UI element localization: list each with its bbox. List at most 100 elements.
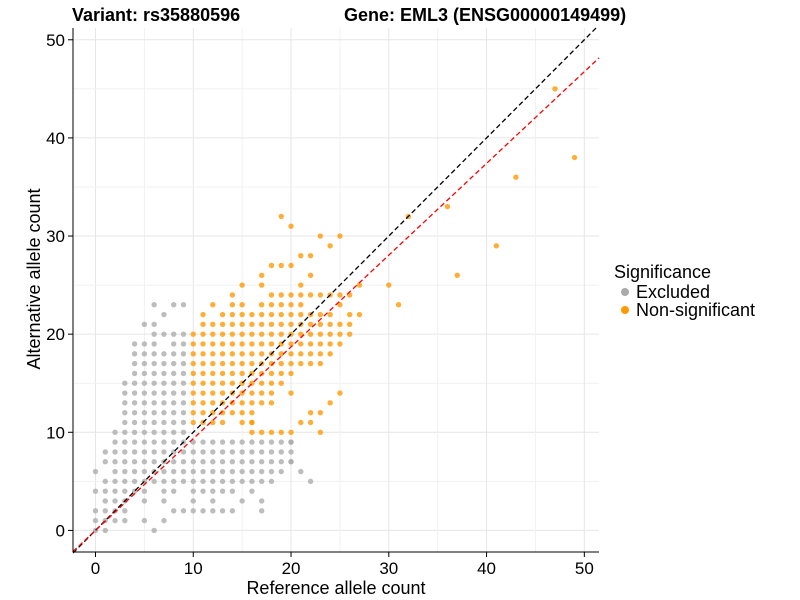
data-point: [317, 429, 324, 435]
data-point: [258, 351, 265, 357]
data-point: [141, 351, 148, 357]
data-point: [229, 449, 236, 455]
data-point: [239, 341, 245, 347]
data-point: [161, 419, 167, 426]
data-point: [229, 302, 236, 308]
data-point: [210, 370, 216, 377]
data-point: [307, 331, 314, 337]
data-point: [229, 409, 236, 416]
data-point: [258, 370, 265, 377]
data-point: [288, 390, 294, 396]
data-point: [171, 370, 177, 377]
data-point: [190, 498, 196, 504]
data-point: [171, 400, 177, 406]
data-point: [171, 478, 177, 485]
data-point: [298, 311, 304, 318]
data-point: [92, 488, 99, 494]
data-point: [141, 321, 148, 328]
data-point: [131, 449, 138, 455]
data-point: [278, 351, 284, 357]
data-point: [102, 508, 108, 514]
data-point: [161, 449, 167, 455]
data-point: [288, 459, 294, 465]
data-point: [141, 459, 148, 465]
data-point: [229, 321, 236, 328]
data-point: [317, 321, 324, 328]
data-point: [210, 321, 216, 328]
data-point: [337, 302, 343, 308]
data-point: [239, 311, 245, 318]
data-point: [151, 360, 157, 367]
data-point: [102, 459, 108, 465]
series-excluded: [92, 302, 314, 534]
data-point: [229, 360, 236, 367]
data-point: [278, 213, 284, 220]
data-point: [258, 282, 265, 288]
data-point: [493, 243, 500, 249]
data-point: [298, 351, 304, 357]
data-point: [288, 351, 294, 357]
data-point: [122, 459, 128, 465]
data-point: [200, 468, 206, 475]
data-point: [444, 203, 451, 210]
data-point: [122, 429, 128, 435]
data-point: [346, 311, 353, 318]
data-point: [200, 321, 206, 328]
data-point: [288, 223, 294, 229]
data-point: [180, 429, 187, 435]
data-point: [151, 331, 157, 337]
data-point: [317, 341, 324, 347]
data-point: [307, 292, 314, 298]
data-point: [288, 311, 294, 318]
data-point: [151, 321, 157, 328]
data-point: [278, 292, 284, 298]
data-point: [346, 321, 353, 328]
data-point: [141, 468, 148, 475]
data-point: [131, 370, 138, 377]
data-point: [180, 419, 187, 426]
data-point: [288, 439, 294, 445]
data-point: [386, 282, 392, 288]
data-point: [190, 351, 196, 357]
data-point: [190, 478, 196, 485]
data-point: [200, 331, 206, 337]
data-point: [268, 292, 275, 298]
data-point: [131, 380, 138, 386]
data-point: [249, 429, 255, 435]
data-point: [161, 439, 167, 445]
y-tick-label: 20: [46, 325, 65, 344]
data-point: [327, 331, 333, 337]
data-point: [288, 302, 294, 308]
data-point: [229, 370, 236, 377]
data-point: [268, 311, 275, 318]
data-point: [268, 302, 275, 308]
data-point: [180, 302, 187, 308]
data-point: [298, 360, 304, 367]
data-point: [210, 360, 216, 367]
data-point: [102, 449, 108, 455]
data-point: [141, 360, 148, 367]
data-point: [180, 478, 187, 485]
data-point: [112, 498, 118, 504]
data-point: [307, 409, 314, 416]
data-point: [278, 331, 284, 337]
data-point: [180, 331, 187, 337]
data-point: [239, 409, 245, 416]
data-point: [317, 409, 324, 416]
data-point: [122, 409, 128, 416]
data-point: [131, 360, 138, 367]
data-point: [307, 321, 314, 328]
data-point: [200, 390, 206, 396]
data-point: [249, 488, 255, 494]
data-point: [210, 468, 216, 475]
data-point: [210, 439, 216, 445]
data-point: [112, 439, 118, 445]
data-point: [239, 449, 245, 455]
data-point: [180, 409, 187, 416]
data-point: [278, 321, 284, 328]
data-point: [258, 390, 265, 396]
x-tick-label: 50: [575, 559, 594, 578]
data-point: [151, 380, 157, 386]
data-point: [200, 508, 206, 514]
x-tick-label: 40: [477, 559, 496, 578]
